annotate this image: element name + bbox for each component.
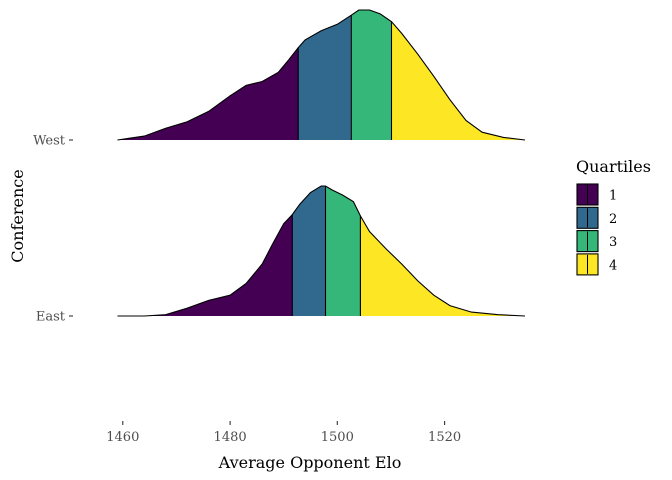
ridge-outline-west bbox=[117, 9, 526, 141]
x-tick-label-1480: 1480 bbox=[214, 430, 247, 445]
legend-label-3: 3 bbox=[609, 235, 617, 250]
legend-label-1: 1 bbox=[609, 189, 617, 204]
y-axis: East West bbox=[33, 134, 73, 325]
x-tick-label-1520: 1520 bbox=[428, 430, 461, 445]
legend: Quartiles 1 2 3 4 bbox=[576, 157, 651, 276]
legend-label-4: 4 bbox=[609, 258, 617, 273]
ridge-east-quartile-2 bbox=[292, 186, 326, 316]
x-axis: 1460 1480 1500 1520 bbox=[106, 421, 461, 445]
ridge-west-quartile-4 bbox=[391, 21, 525, 141]
x-tick-label-1500: 1500 bbox=[321, 430, 354, 445]
ridge-west-quartile-2 bbox=[298, 15, 352, 141]
ridge-east bbox=[117, 185, 526, 317]
legend-title: Quartiles bbox=[576, 157, 651, 176]
ridge-east-quartile-4 bbox=[360, 215, 525, 316]
ridge-west bbox=[117, 9, 526, 141]
ridge-west-quartile-3 bbox=[351, 10, 392, 140]
x-tick-label-1460: 1460 bbox=[106, 430, 139, 445]
y-tick-label-west: West bbox=[33, 134, 66, 149]
y-tick-label-east: East bbox=[36, 310, 66, 325]
ridge-west-quartile-1 bbox=[117, 47, 299, 141]
ridge-east-quartile-1 bbox=[117, 214, 293, 316]
ridge-east-quartile-3 bbox=[325, 186, 361, 316]
legend-label-2: 2 bbox=[609, 212, 617, 227]
ridges bbox=[117, 9, 526, 317]
ridge-outline-east bbox=[117, 185, 526, 317]
y-axis-title: Conference bbox=[8, 169, 27, 262]
x-axis-title: Average Opponent Elo bbox=[218, 453, 402, 472]
